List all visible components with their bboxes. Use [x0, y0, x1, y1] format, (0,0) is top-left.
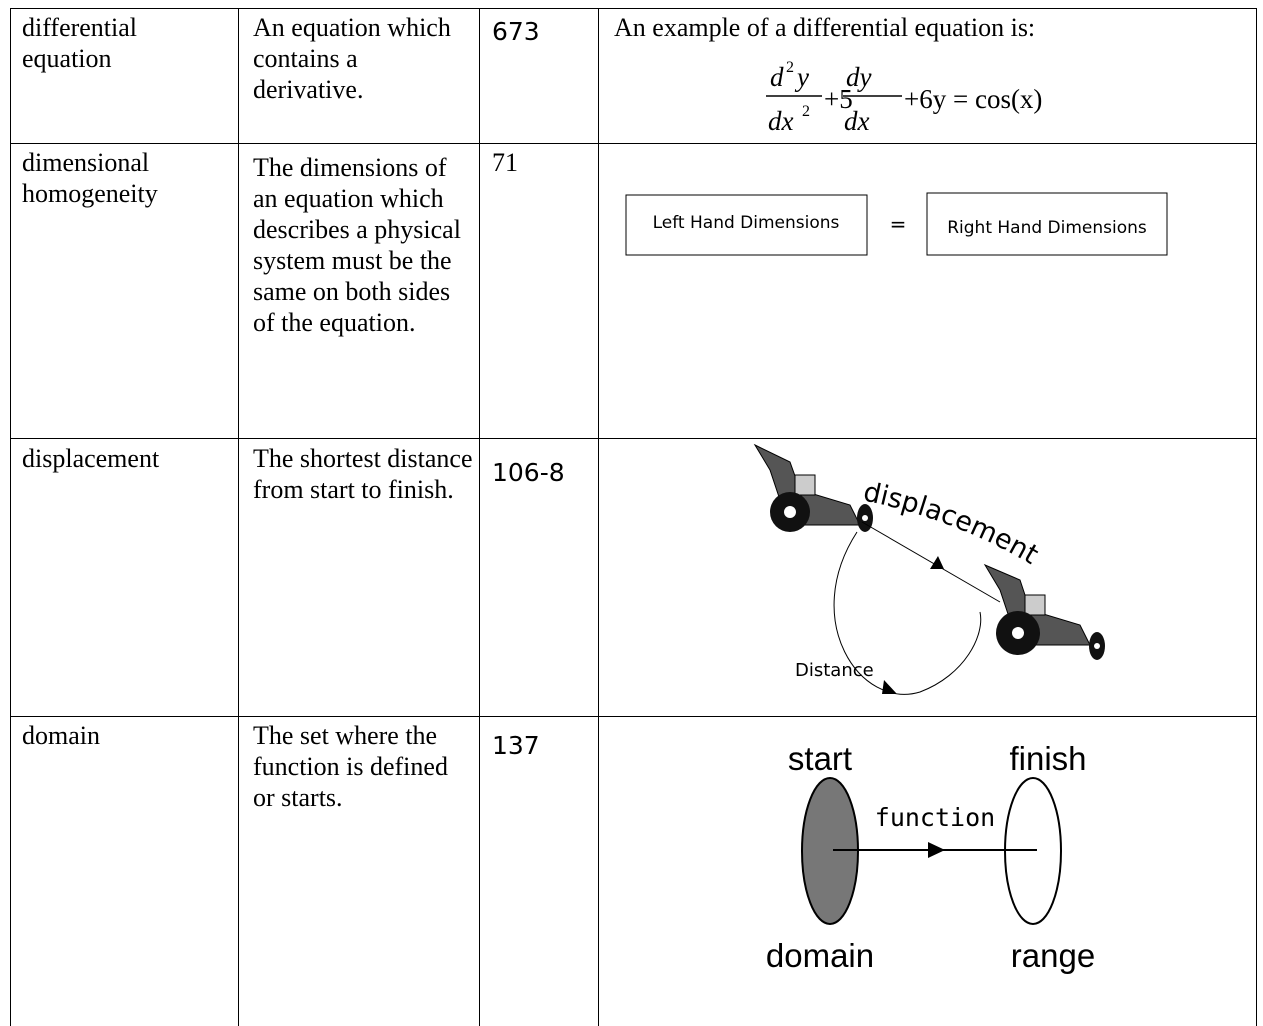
definition: The dimensions of an equation which desc…	[253, 153, 461, 337]
border	[238, 8, 239, 1026]
eq-y: y	[794, 62, 809, 92]
term: domain	[22, 721, 100, 750]
eq-rest: +6y = cos(x)	[904, 84, 1042, 114]
border	[10, 8, 1257, 9]
domain-label: domain	[766, 937, 874, 974]
box	[625, 194, 868, 256]
finish-label: finish	[1009, 740, 1086, 777]
border	[598, 8, 599, 1026]
border	[10, 438, 1257, 439]
definition: The shortest distance from start to fini…	[253, 444, 473, 504]
curve-label-path: displacement	[861, 477, 1044, 571]
eq-plus5: +5	[824, 84, 853, 114]
arrowhead	[930, 556, 944, 569]
term: differential equation	[22, 13, 138, 73]
page-ref: 673	[492, 17, 540, 46]
distance-label: Distance	[795, 660, 874, 681]
page-ref: 137	[492, 731, 540, 760]
start-label: start	[788, 740, 852, 777]
border	[479, 8, 480, 1026]
box-label: Right Hand Dimensions	[947, 218, 1147, 238]
border	[10, 8, 11, 1026]
arrow-line	[861, 521, 1001, 603]
equation: d 2 y dx 2 +5 dy dx +6y = cos(x)	[766, 59, 1042, 136]
eq-dx: dx	[844, 106, 870, 136]
equals: =	[890, 212, 907, 236]
border	[10, 143, 1257, 144]
arrowhead	[882, 680, 897, 694]
term: displacement	[22, 444, 160, 473]
eq-exp: 2	[786, 59, 794, 76]
box-label: Left Hand Dimensions	[653, 213, 840, 233]
eq-exp: 2	[802, 103, 810, 120]
function-label: function	[875, 803, 995, 832]
car	[753, 443, 873, 532]
eq-dx: dx	[768, 106, 794, 136]
definition: An equation which contains a derivative.	[253, 13, 451, 104]
definition: The set where the function is defined or…	[253, 721, 448, 812]
page-ref: 71	[492, 148, 518, 177]
page-ref: 106-8	[492, 458, 565, 487]
eq-d: d	[770, 62, 784, 92]
border	[10, 716, 1257, 717]
eq-dy: dy	[846, 62, 872, 92]
arrowhead	[928, 842, 945, 858]
caption: An example of a differential equation is…	[614, 13, 1036, 42]
range-label: range	[1011, 937, 1095, 974]
border	[1256, 8, 1257, 1026]
distance-arc	[833, 531, 982, 695]
box	[926, 192, 1168, 256]
domain-diagram: start finish function domain range	[766, 740, 1095, 974]
term: dimensional homogeneity	[22, 148, 158, 208]
curve-label: displacement	[861, 477, 1044, 571]
car	[983, 563, 1105, 660]
